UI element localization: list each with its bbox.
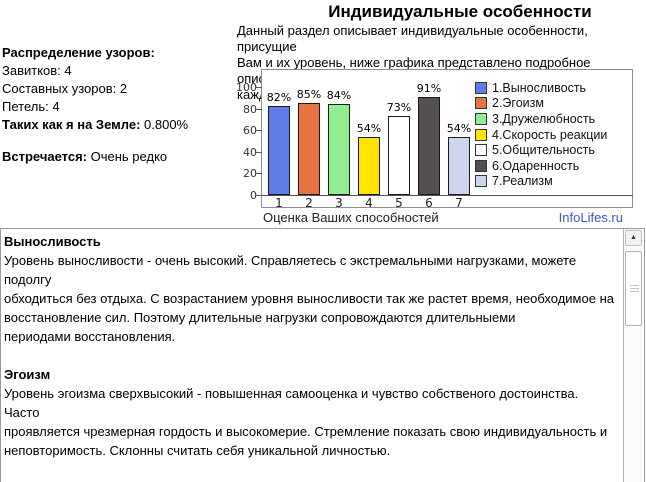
bar-value-label: 54% [446, 121, 472, 135]
x-axis-title: Оценка Ваших способностей [263, 210, 439, 225]
section-title: Эгоизм [4, 367, 51, 382]
y-tick [256, 108, 262, 110]
y-tick [256, 173, 262, 175]
description-section: Эгоизм Уровень эгоизма сверхвысокий - пов… [4, 365, 616, 460]
stats-lines: Завитков: 4 Составных узоров: 2 Петель: 4 Т… [2, 62, 234, 134]
chart-frame [261, 69, 633, 208]
y-tick-label: 100 [236, 81, 257, 94]
occurrence-line: Встречается: Очень редко [2, 148, 234, 166]
x-tick-label: 3 [335, 196, 343, 210]
legend-item: 3.Дружелюбность [475, 111, 607, 127]
description-panel: Выносливость Уровень выносливости - очень… [0, 228, 645, 482]
section-body: Уровень выносливости - очень высокий. Сп… [4, 253, 614, 344]
legend-swatch [475, 159, 487, 172]
scroll-up-icon[interactable]: ▲ [625, 230, 642, 246]
x-axis-line [262, 195, 633, 196]
y-tick-label: 80 [243, 102, 257, 116]
legend-swatch [475, 144, 487, 157]
page-title: Индивидуальные особенности [328, 2, 592, 21]
scrollbar-grip [630, 285, 639, 293]
legend-label: 1.Выносливость [492, 80, 587, 95]
legend-swatch [475, 128, 487, 141]
x-tick-label: 1 [275, 196, 283, 210]
bar [358, 136, 380, 195]
x-tick-label: 4 [365, 196, 373, 210]
bar-value-label: 85% [296, 88, 322, 102]
description-sections: Выносливость Уровень выносливости - очень… [4, 232, 616, 482]
pattern-stats: Распределение узоров: Завитков: 4 Составн… [2, 44, 234, 166]
y-tick-label: 40 [243, 145, 257, 159]
bar [298, 103, 320, 195]
scrollbar-thumb[interactable] [625, 251, 642, 326]
legend-label: 5.Общительность [492, 143, 595, 158]
y-tick [256, 87, 262, 88]
legend-label: 6.Одаренность [492, 158, 580, 173]
legend-item: 1.Выносливость [475, 80, 607, 96]
legend-swatch [475, 175, 487, 188]
legend-item: 4.Скорость реакции [475, 127, 607, 143]
bar [328, 104, 350, 195]
x-tick-label: 7 [455, 196, 463, 210]
bar [268, 106, 290, 195]
legend-swatch [475, 97, 487, 110]
legend-item: 5.Общительность [475, 142, 607, 158]
legend-label: 4.Скорость реакции [492, 127, 608, 142]
legend-swatch [475, 112, 487, 125]
legend-item: 7.Реализм [475, 174, 607, 190]
y-tick-label: 0 [250, 189, 257, 202]
stats-heading: Распределение узоров: [2, 45, 155, 60]
bar-value-label: 84% [326, 89, 352, 103]
bar [448, 136, 470, 195]
legend-swatch [475, 81, 487, 94]
bar-value-label: 82% [266, 91, 292, 105]
section-title: Выносливость [4, 234, 101, 249]
stat-line: Петель: 4 [2, 99, 60, 114]
section-body: Уровень эгоизма сверхвысокий - повышенна… [4, 386, 608, 458]
stat-line: Составных узоров: 2 [2, 81, 128, 96]
scrollbar[interactable]: ▲ [623, 229, 642, 482]
bar [418, 96, 440, 195]
legend-item: 6.Одаренность [475, 158, 607, 174]
infolifes-link[interactable]: InfoLifes.ru [558, 210, 623, 225]
bar [388, 116, 410, 195]
occurrence-label: Встречается: [2, 149, 88, 164]
y-tick-label: 20 [243, 167, 257, 181]
occurrence-value: Очень редко [87, 149, 168, 164]
chart-legend: 1.Выносливость 2.Эгоизм 3.Дружелюбность 4.С… [475, 80, 607, 189]
bar-value-label: 73% [386, 101, 412, 115]
legend-label: 7.Реализм [492, 174, 553, 189]
stat-line: Завитков: 4 [2, 63, 72, 78]
x-tick-label: 6 [425, 196, 433, 210]
legend-label: 3.Дружелюбность [492, 111, 596, 126]
abilities-chart: 0 20 40 60 80 100 82% 1 85% 2 84% 3 54% 4 73% 5 91% 6 54%… [231, 69, 635, 229]
y-tick [256, 195, 262, 196]
y-tick-label: 60 [243, 124, 257, 138]
bar-value-label: 91% [416, 81, 442, 95]
legend-item: 2.Эгоизм [475, 96, 607, 112]
legend-label: 2.Эгоизм [492, 96, 544, 111]
x-tick-label: 2 [305, 196, 313, 210]
description-section: Выносливость Уровень выносливости - очень… [4, 232, 616, 346]
stat-line: Таких как я на Земле: 0.800% [2, 117, 189, 132]
y-tick [256, 130, 262, 132]
bar-value-label: 54% [356, 121, 382, 135]
y-tick [256, 151, 262, 153]
x-tick-label: 5 [395, 196, 403, 210]
